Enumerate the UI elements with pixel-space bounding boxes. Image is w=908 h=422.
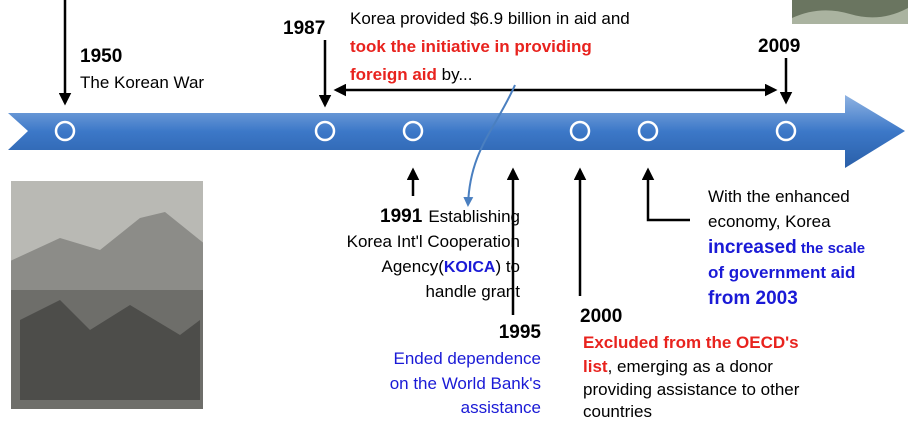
text-segment: ) to bbox=[495, 257, 520, 276]
event-text: of government aid bbox=[708, 263, 855, 282]
text-segment: , emerging as a donor bbox=[608, 357, 774, 376]
text-segment: the scale bbox=[797, 240, 865, 257]
photo-war bbox=[8, 178, 206, 412]
event-text: countries bbox=[583, 402, 652, 421]
text-segment: Agency( bbox=[382, 257, 445, 276]
text-segment: foreign aid bbox=[350, 65, 437, 84]
year: 2009 bbox=[758, 36, 800, 57]
event-text: Korea provided $6.9 billion in aid and bbox=[350, 9, 630, 28]
event-text: economy, Korea bbox=[708, 212, 831, 231]
event-text: list, emerging as a donor bbox=[583, 357, 773, 376]
event-text: Excluded from the OECD's bbox=[583, 333, 799, 352]
event-text: foreign aid by... bbox=[350, 65, 473, 84]
event-text: providing assistance to other bbox=[583, 380, 800, 399]
text-segment: Establishing bbox=[428, 207, 520, 226]
event-text: from 2003 bbox=[708, 288, 798, 309]
year: 1991 bbox=[380, 206, 423, 227]
year: 1987 bbox=[283, 18, 325, 39]
text-segment: increased bbox=[708, 237, 797, 258]
year: 1995 bbox=[499, 322, 542, 343]
text-segment: list bbox=[583, 357, 608, 376]
event-text: With the enhanced bbox=[708, 187, 850, 206]
year: 2000 bbox=[580, 306, 622, 327]
photo-top bbox=[792, 0, 908, 24]
event-text: Agency(KOICA) to bbox=[382, 257, 521, 276]
event-text: assistance bbox=[461, 398, 541, 417]
year: 1950 bbox=[80, 46, 122, 67]
timeline-diagram: 1950 The Korean War 1987 Korea provided … bbox=[0, 0, 908, 422]
text-segment: KOICA bbox=[444, 259, 496, 276]
timeline-band bbox=[8, 95, 905, 168]
event-text: handle grant bbox=[425, 282, 520, 301]
event-text: The Korean War bbox=[80, 73, 204, 92]
event-text: increased the scale bbox=[708, 237, 865, 258]
event-text: Ended dependence bbox=[394, 349, 541, 368]
event-text: Korea Int'l Cooperation bbox=[347, 232, 520, 251]
event-text: on the World Bank's bbox=[390, 374, 541, 393]
text-segment: by... bbox=[437, 65, 473, 84]
event-text: 1991 Establishing bbox=[380, 206, 520, 227]
event-text: took the initiative in providing bbox=[350, 37, 592, 56]
